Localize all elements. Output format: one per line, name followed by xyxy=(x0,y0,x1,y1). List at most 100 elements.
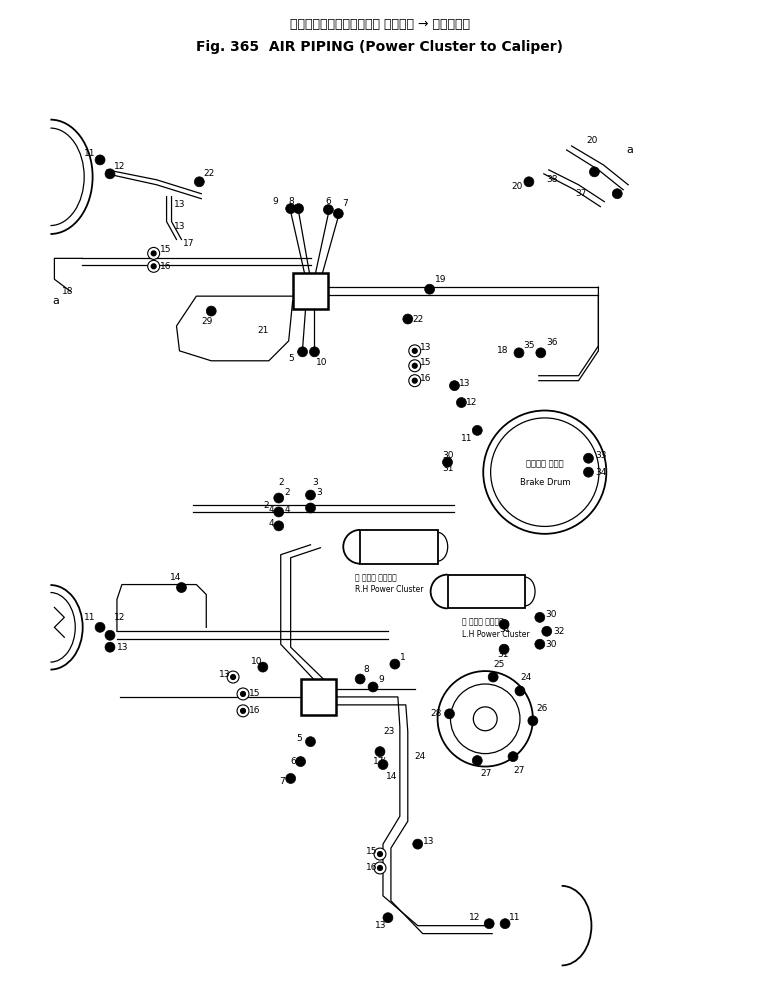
Circle shape xyxy=(515,686,525,696)
Circle shape xyxy=(375,746,385,756)
Circle shape xyxy=(237,705,249,717)
Circle shape xyxy=(293,203,303,213)
Circle shape xyxy=(296,756,306,766)
Text: 14: 14 xyxy=(169,573,181,582)
Circle shape xyxy=(378,759,388,769)
Circle shape xyxy=(499,644,509,655)
Circle shape xyxy=(413,348,417,353)
Text: 9: 9 xyxy=(273,197,278,206)
Circle shape xyxy=(584,453,594,463)
Circle shape xyxy=(383,912,393,922)
Circle shape xyxy=(95,155,105,165)
Circle shape xyxy=(206,306,216,316)
Circle shape xyxy=(298,346,308,356)
Text: 20: 20 xyxy=(587,136,598,145)
Text: 31: 31 xyxy=(497,650,508,659)
Text: 6: 6 xyxy=(325,197,331,206)
Circle shape xyxy=(472,425,483,435)
Circle shape xyxy=(151,251,156,256)
Text: 14: 14 xyxy=(386,772,397,781)
Circle shape xyxy=(542,626,552,636)
Text: 25: 25 xyxy=(493,660,505,669)
Circle shape xyxy=(151,264,156,269)
Text: 36: 36 xyxy=(546,338,559,347)
Circle shape xyxy=(105,169,115,179)
Text: a: a xyxy=(626,145,633,155)
Text: エアーパイピング（パワー クラスタ → キャリパ）: エアーパイピング（パワー クラスタ → キャリパ） xyxy=(290,18,470,31)
Text: 24: 24 xyxy=(415,752,426,761)
Text: 1: 1 xyxy=(400,653,406,662)
Text: 32: 32 xyxy=(554,626,565,635)
Text: 12: 12 xyxy=(114,613,125,622)
Text: R.H Power Cluster: R.H Power Cluster xyxy=(355,585,423,594)
Text: 15: 15 xyxy=(249,690,261,699)
Circle shape xyxy=(324,204,334,214)
Circle shape xyxy=(147,248,160,260)
Text: 16: 16 xyxy=(420,375,431,384)
Circle shape xyxy=(176,583,186,592)
Text: 23: 23 xyxy=(383,727,394,736)
Text: 8: 8 xyxy=(363,665,369,674)
Text: 6: 6 xyxy=(290,757,296,766)
Text: 13: 13 xyxy=(420,343,431,352)
Circle shape xyxy=(105,642,115,653)
Text: ブレーキ ドラム: ブレーキ ドラム xyxy=(526,460,564,468)
Circle shape xyxy=(105,630,115,640)
Text: 11: 11 xyxy=(509,913,521,922)
Circle shape xyxy=(195,177,204,186)
Circle shape xyxy=(403,314,413,324)
Circle shape xyxy=(368,682,378,692)
Text: 2: 2 xyxy=(279,477,284,486)
Text: 8: 8 xyxy=(289,197,294,206)
Text: Fig. 365  AIR PIPING (Power Cluster to Caliper): Fig. 365 AIR PIPING (Power Cluster to Ca… xyxy=(197,39,563,53)
Text: 12: 12 xyxy=(114,162,125,171)
Circle shape xyxy=(274,521,283,531)
Circle shape xyxy=(274,507,283,517)
Circle shape xyxy=(500,918,510,928)
Circle shape xyxy=(286,203,296,213)
Circle shape xyxy=(374,848,386,860)
Circle shape xyxy=(374,862,386,874)
Circle shape xyxy=(237,688,249,700)
Text: 22: 22 xyxy=(413,314,424,323)
Circle shape xyxy=(483,411,606,534)
Text: 24: 24 xyxy=(520,673,531,682)
Text: 11: 11 xyxy=(84,613,96,622)
Text: 13: 13 xyxy=(375,921,387,930)
Circle shape xyxy=(528,716,538,726)
Text: 27: 27 xyxy=(513,766,524,775)
Text: 13: 13 xyxy=(173,200,185,209)
Text: 左 パワー クラスタ: 左 パワー クラスタ xyxy=(462,618,504,626)
Circle shape xyxy=(334,208,344,219)
Text: 22: 22 xyxy=(204,169,214,178)
Text: 13: 13 xyxy=(117,642,128,652)
Circle shape xyxy=(442,457,452,467)
Text: 5: 5 xyxy=(289,354,294,364)
Text: 21: 21 xyxy=(257,326,268,335)
Circle shape xyxy=(241,692,245,696)
Text: 12: 12 xyxy=(467,398,478,407)
Circle shape xyxy=(535,639,545,650)
Circle shape xyxy=(306,490,315,500)
Text: 16: 16 xyxy=(249,706,261,715)
Text: 10: 10 xyxy=(315,358,327,368)
Text: 5: 5 xyxy=(296,734,302,743)
Circle shape xyxy=(378,866,382,870)
Circle shape xyxy=(413,379,417,383)
Circle shape xyxy=(95,622,105,632)
Text: 11: 11 xyxy=(84,149,96,158)
Circle shape xyxy=(514,347,524,357)
Text: 9: 9 xyxy=(378,675,384,684)
Circle shape xyxy=(409,375,421,387)
Text: 26: 26 xyxy=(537,704,548,713)
Text: 34: 34 xyxy=(595,467,606,476)
Bar xyxy=(293,273,328,309)
Text: Brake Drum: Brake Drum xyxy=(520,477,570,486)
Circle shape xyxy=(231,675,236,680)
Text: 17': 17' xyxy=(373,757,387,766)
Text: 27: 27 xyxy=(480,769,492,778)
Text: 7: 7 xyxy=(342,199,348,208)
Circle shape xyxy=(445,709,454,719)
Text: 30: 30 xyxy=(546,639,557,649)
Text: 18: 18 xyxy=(62,287,74,296)
